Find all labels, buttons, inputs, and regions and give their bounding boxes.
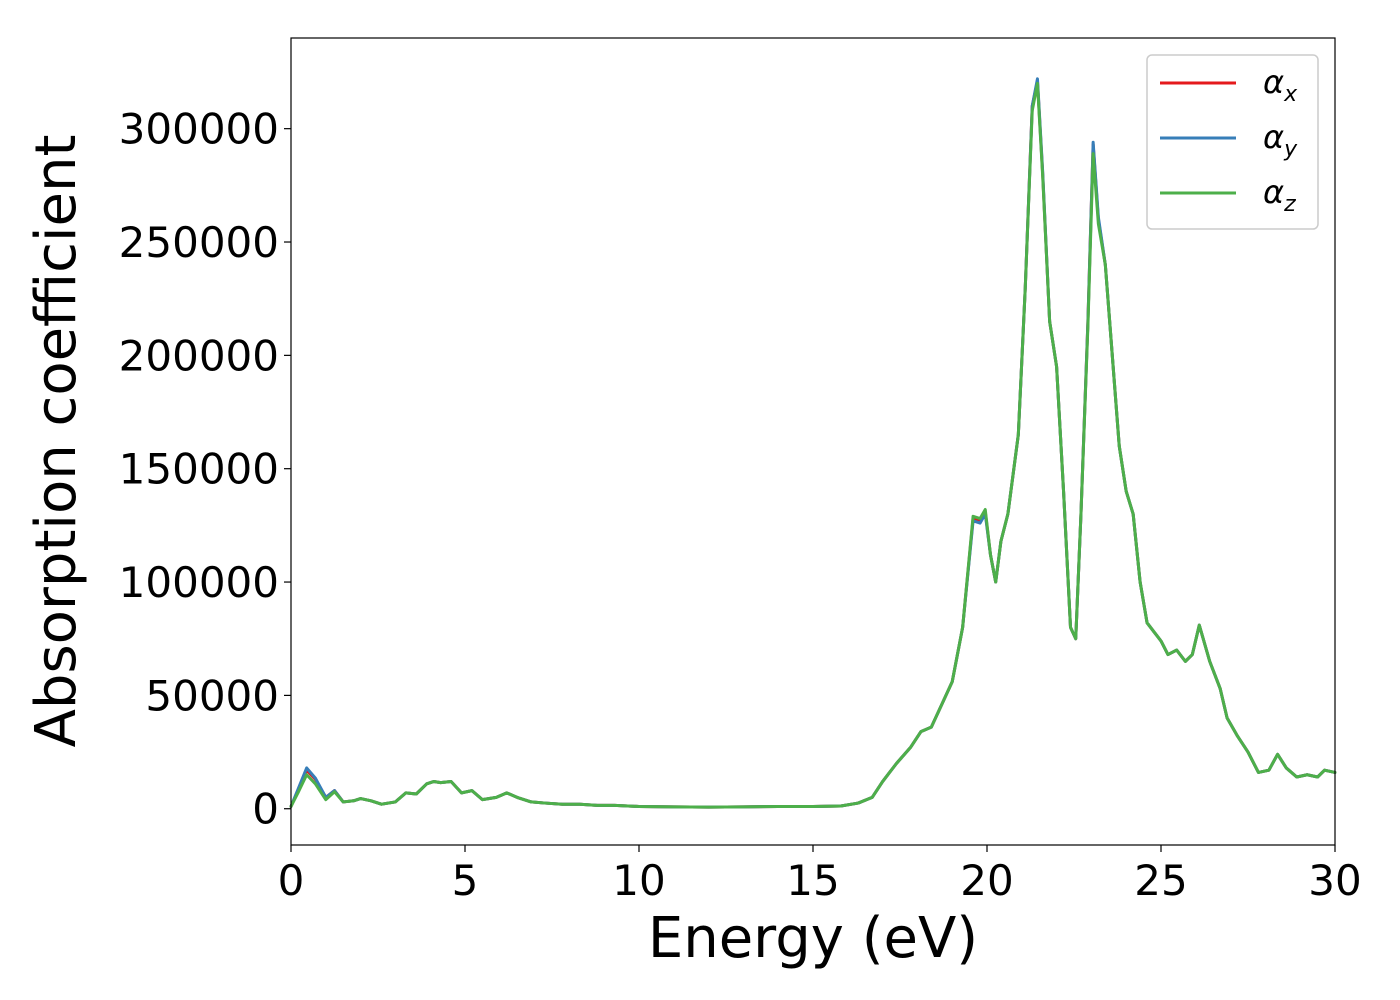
x-axis-label: Energy (eV) — [648, 906, 978, 971]
y-tick-label: 250000 — [119, 218, 279, 267]
legend-symbol: α — [1263, 173, 1284, 211]
legend-label-x: αx — [1263, 63, 1298, 107]
series-layer — [289, 77, 1337, 809]
y-tick-label: 150000 — [119, 445, 279, 494]
series-line-z — [289, 81, 1337, 809]
legend-box — [1146, 54, 1319, 230]
x-tick-label: 10 — [612, 856, 665, 905]
x-axis-ticks: 0 5 10 15 20 25 30 — [278, 845, 1362, 905]
y-tick-label: 100000 — [119, 558, 279, 607]
legend-label-z: αz — [1263, 173, 1296, 217]
x-tick-label: 20 — [960, 856, 1013, 905]
x-tick-label: 5 — [452, 856, 479, 905]
x-tick-label: 0 — [278, 856, 305, 905]
legend-label-y: αy — [1263, 118, 1298, 162]
y-tick-label: 300000 — [119, 105, 279, 154]
legend-subscript: z — [1283, 192, 1296, 217]
y-axis-label: Absorption coefficient — [24, 135, 89, 748]
x-tick-label: 30 — [1308, 856, 1361, 905]
x-tick-label: 15 — [786, 856, 839, 905]
x-tick-label: 25 — [1134, 856, 1187, 905]
y-tick-label: 0 — [252, 785, 279, 834]
legend-symbol: α — [1263, 63, 1284, 101]
y-axis-ticks: 0 50000 100000 150000 200000 250000 300000 — [119, 105, 291, 834]
legend-subscript: y — [1283, 137, 1298, 162]
y-tick-label: 200000 — [119, 331, 279, 380]
y-tick-label: 50000 — [145, 671, 279, 720]
legend-subscript: x — [1283, 82, 1298, 107]
legend-symbol: α — [1263, 118, 1284, 156]
